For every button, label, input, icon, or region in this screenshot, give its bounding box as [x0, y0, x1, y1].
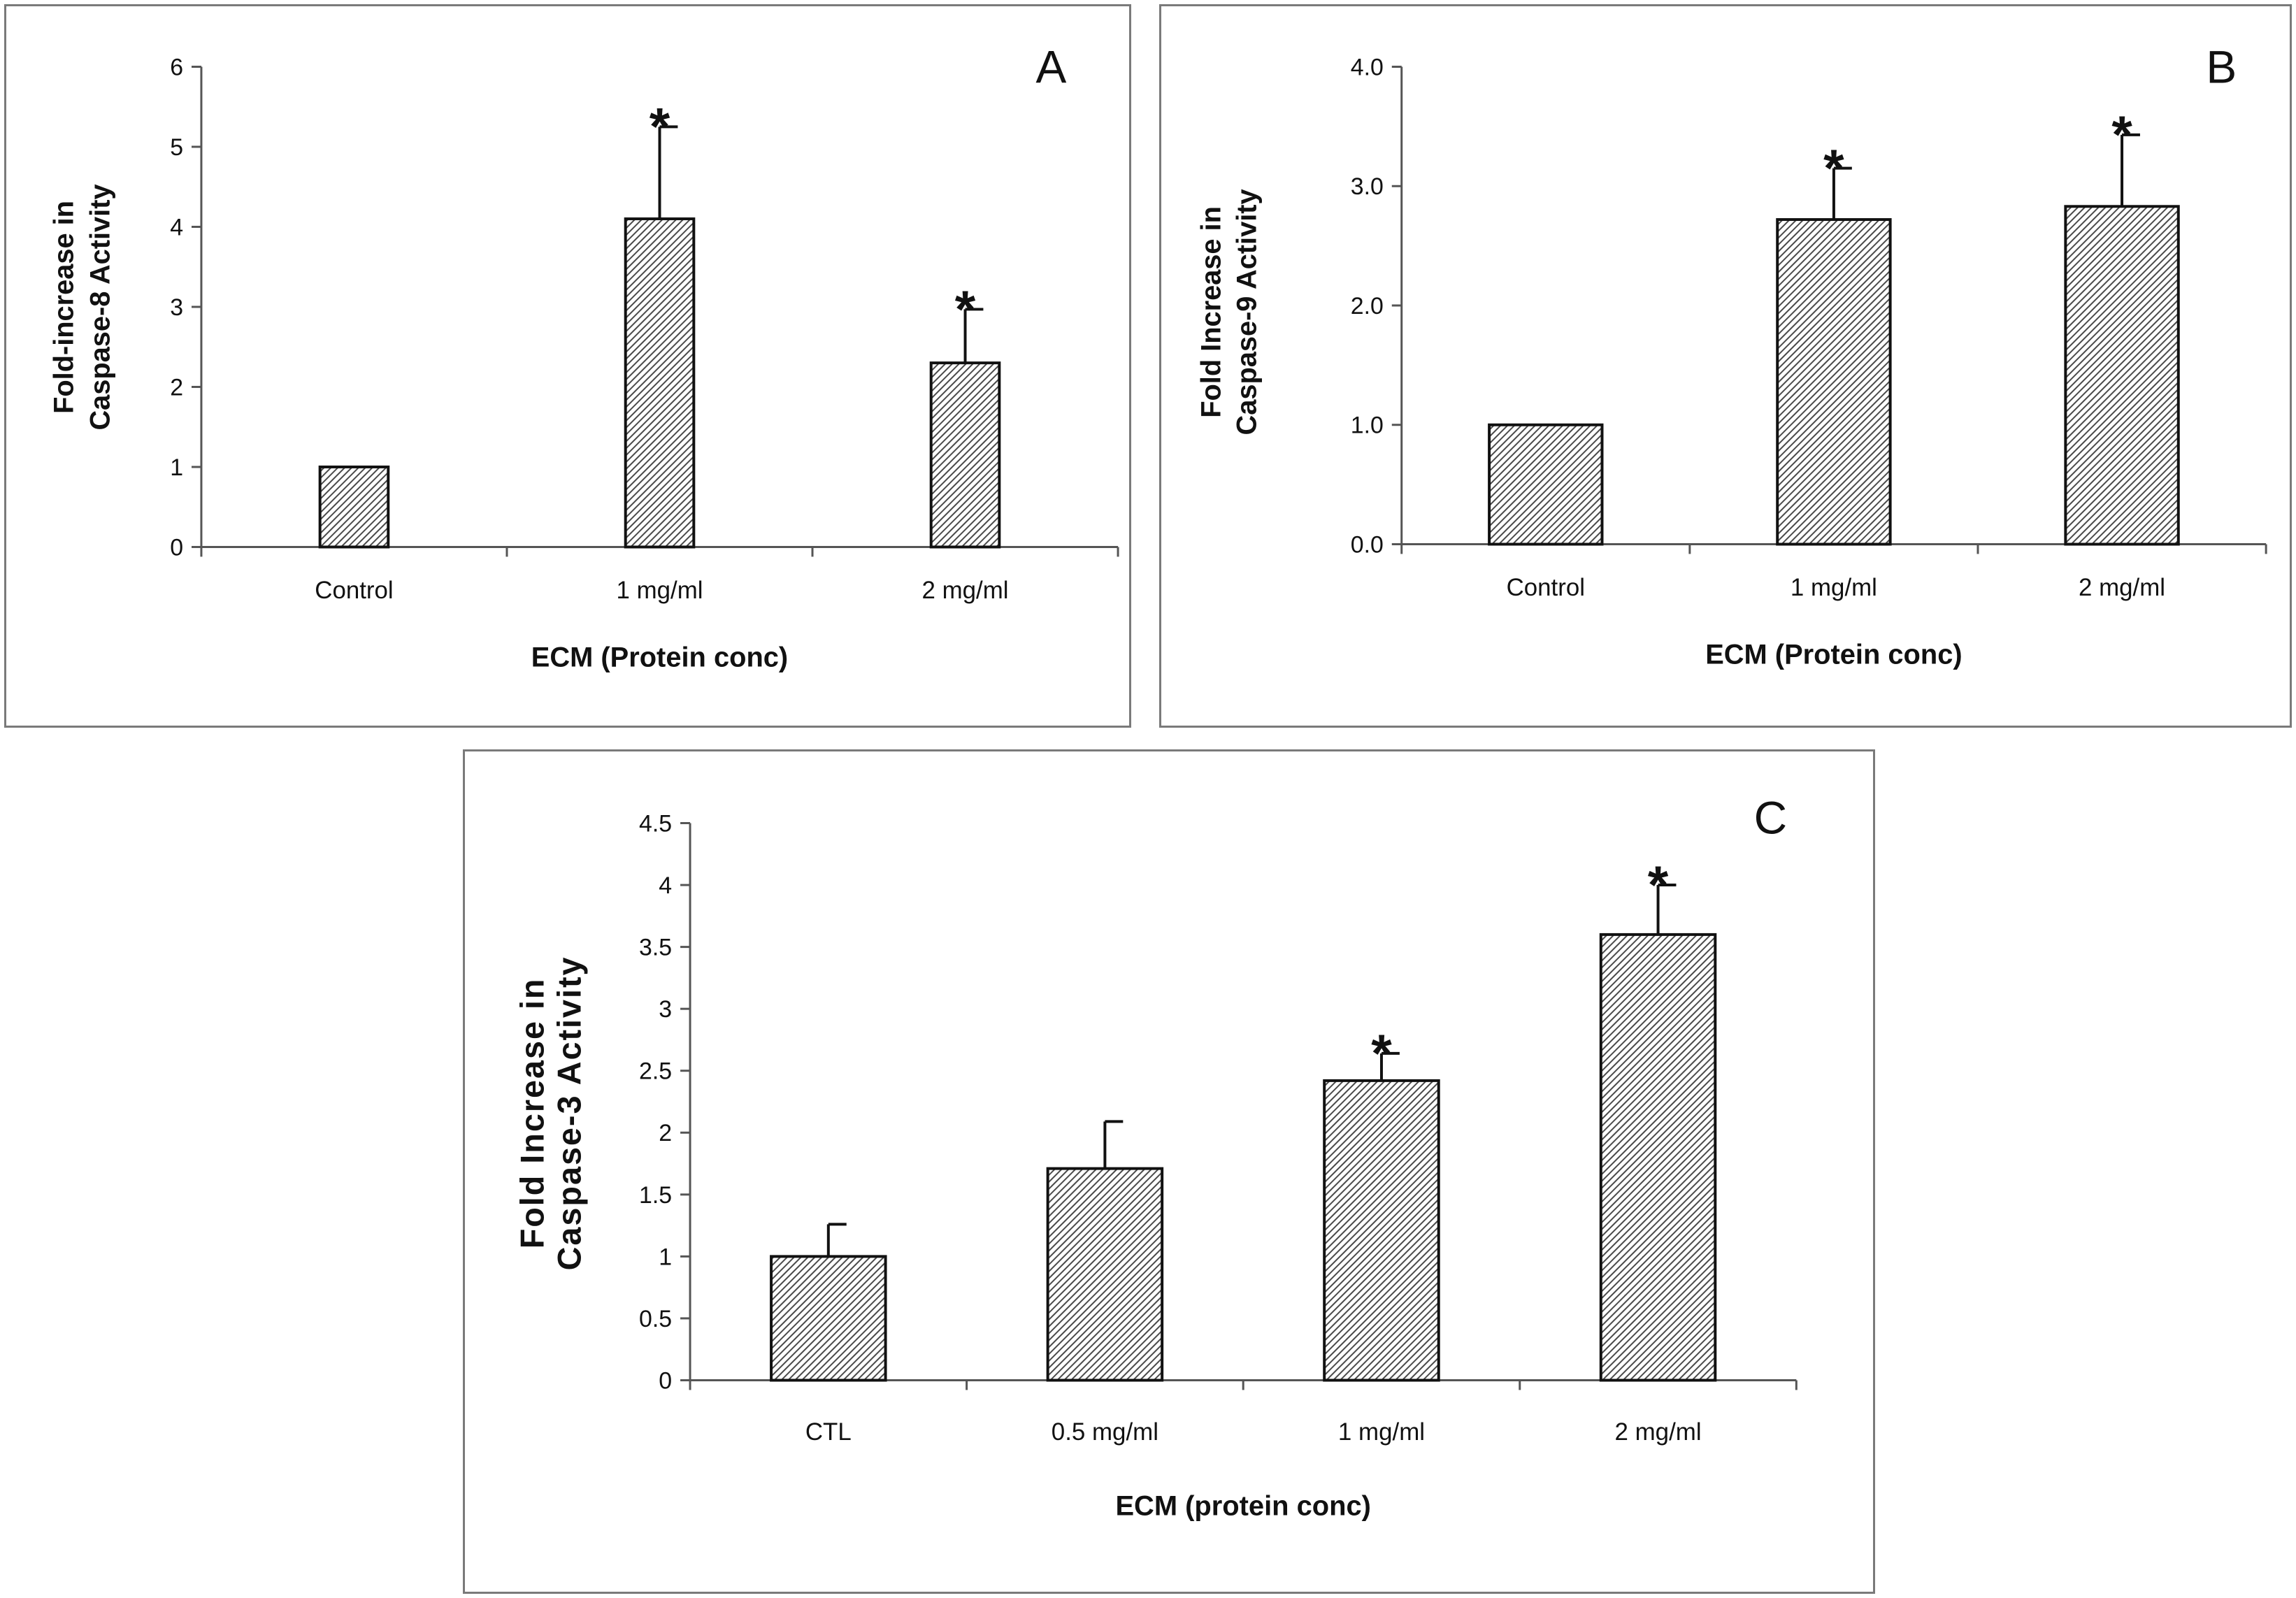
y-tick-label-c: 1 [659, 1244, 672, 1270]
y-tick-label-b: 2.0 [1351, 293, 1384, 319]
significance-star-c: * [1371, 1024, 1392, 1084]
y-tick-label-c: 2 [659, 1120, 672, 1146]
bar-c [1323, 1079, 1440, 1382]
bar-c [1046, 1167, 1164, 1382]
significance-star-a: * [650, 98, 670, 157]
category-label-c: 0.5 mg/ml [1052, 1418, 1158, 1446]
y-tick-label-a: 4 [170, 214, 183, 240]
bar-b [2064, 205, 2180, 546]
y-axis-title-line1-b: Fold Increase in [1196, 206, 1227, 418]
x-axis-title-c: ECM (protein conc) [1115, 1491, 1370, 1522]
category-label-a: Control [315, 577, 393, 604]
significance-star-b: * [2111, 106, 2132, 165]
panel-b: 0.0 1.0 2.0 3.0 4.0 Control * 1 mg/ml * 2 mg/ml EC… [1159, 4, 2292, 728]
y-axis-title-line1-c: Fold Increase in [515, 978, 551, 1249]
category-label-b: 1 mg/ml [1791, 574, 1877, 601]
category-label-a: 1 mg/ml [617, 577, 703, 604]
bar-c [1599, 933, 1717, 1382]
significance-star-c: * [1648, 856, 1669, 915]
bar-a [318, 466, 390, 549]
y-tick-label-c: 2.5 [639, 1058, 672, 1085]
category-label-b: 2 mg/ml [2079, 574, 2165, 601]
x-axis-title-a: ECM (Protein conc) [531, 642, 788, 673]
bar-c [770, 1255, 887, 1382]
panel-a: 0 1 2 3 4 5 6 Control * 1 mg/ml * 2 mg/ml ECM (Prote… [4, 4, 1131, 728]
category-label-c: CTL [805, 1418, 852, 1446]
y-tick-label-c: 4.5 [639, 810, 672, 837]
category-label-b: Control [1507, 574, 1585, 601]
y-axis-title-line2-c: Caspase-3 Activity [551, 956, 587, 1270]
y-axis-title-line2-a: Caspase-8 Activity [85, 184, 115, 430]
y-tick-label-c: 4 [659, 872, 672, 899]
significance-star-b: * [1823, 140, 1844, 199]
panel-letter-b: B [2206, 41, 2237, 92]
y-axis-title-line2-b: Caspase-9 Activity [1231, 189, 1262, 435]
y-tick-label-c: 0 [659, 1367, 672, 1394]
y-axis-title-line1-a: Fold-increase in [49, 201, 80, 414]
y-tick-label-c: 3 [659, 996, 672, 1023]
panel-letter-a: A [1035, 41, 1066, 92]
chart-a: 0 1 2 3 4 5 6 Control * 1 mg/ml * 2 mg/ml ECM (Prote… [49, 41, 1119, 673]
y-tick-label-a: 0 [170, 534, 183, 561]
bar-a [929, 361, 1001, 549]
y-tick-label-b: 0.0 [1351, 531, 1384, 558]
y-tick-label-c: 3.5 [639, 935, 672, 961]
bar-a [624, 217, 696, 549]
significance-star-a: * [955, 280, 976, 339]
panel-letter-c: C [1754, 791, 1788, 843]
y-tick-label-a: 2 [170, 374, 183, 401]
y-tick-label-a: 1 [170, 454, 183, 481]
category-label-c: 2 mg/ml [1614, 1418, 1701, 1446]
y-tick-label-a: 5 [170, 134, 183, 161]
y-tick-label-b: 4.0 [1351, 54, 1384, 80]
y-tick-label-c: 0.5 [639, 1306, 672, 1332]
y-tick-label-a: 3 [170, 294, 183, 321]
bar-b [1776, 218, 1892, 546]
chart-c: 0 0.5 1 1.5 2 2.5 3 3.5 4 4.5 CTL 0.5 mg/ml * 1 mg/ml… [515, 791, 1798, 1522]
bar-b [1488, 423, 1604, 546]
y-tick-label-c: 1.5 [639, 1182, 672, 1209]
y-tick-label-b: 3.0 [1351, 173, 1384, 200]
category-label-c: 1 mg/ml [1338, 1418, 1425, 1446]
y-tick-label-a: 6 [170, 54, 183, 80]
x-axis-title-b: ECM (Protein conc) [1705, 640, 1962, 670]
category-label-a: 2 mg/ml [922, 577, 1009, 604]
y-tick-label-b: 1.0 [1351, 412, 1384, 439]
panel-c: 0 0.5 1 1.5 2 2.5 3 3.5 4 4.5 CTL 0.5 mg/ml * 1 mg/ml… [463, 749, 1875, 1594]
chart-b: 0.0 1.0 2.0 3.0 4.0 Control * 1 mg/ml * 2 mg/ml EC… [1196, 41, 2267, 670]
